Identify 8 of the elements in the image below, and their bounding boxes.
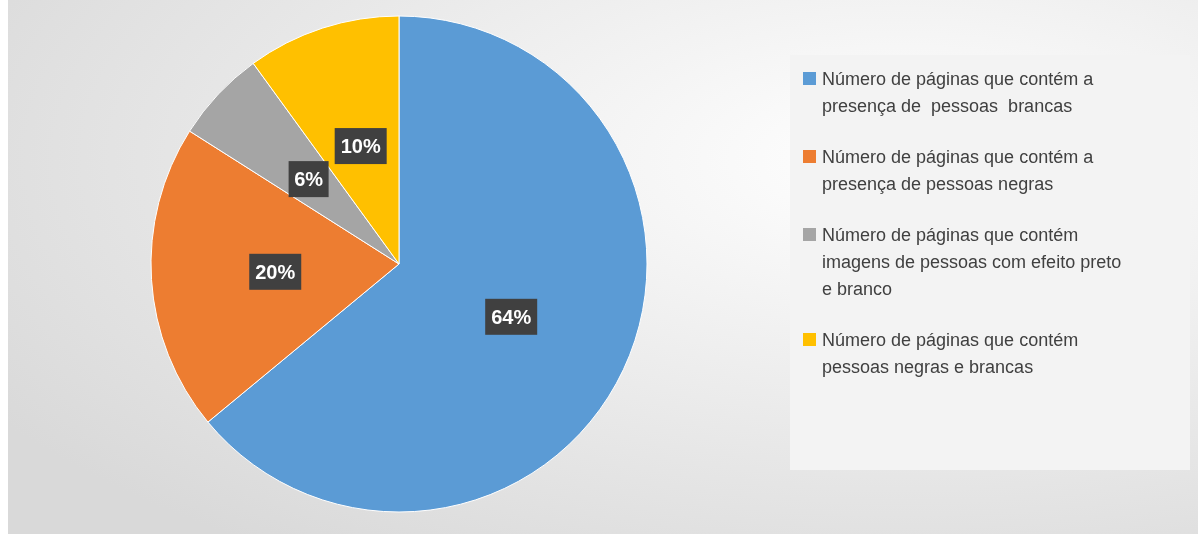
legend-label: Número de páginas que contém imagens de pessoas com efeito preto e branco: [822, 225, 1122, 299]
data-label: 64%: [491, 305, 532, 328]
legend-label: Número de páginas que contém a presença de pessoas negras: [822, 147, 1095, 194]
legend-label: Número de páginas que contém pessoas negras e brancas: [822, 330, 1079, 377]
legend-label: Número de páginas que contém a presença de pessoas brancas: [822, 69, 1095, 116]
data-label: 20%: [255, 260, 296, 283]
data-label: 6%: [294, 168, 324, 191]
data-label: 10%: [340, 135, 381, 158]
